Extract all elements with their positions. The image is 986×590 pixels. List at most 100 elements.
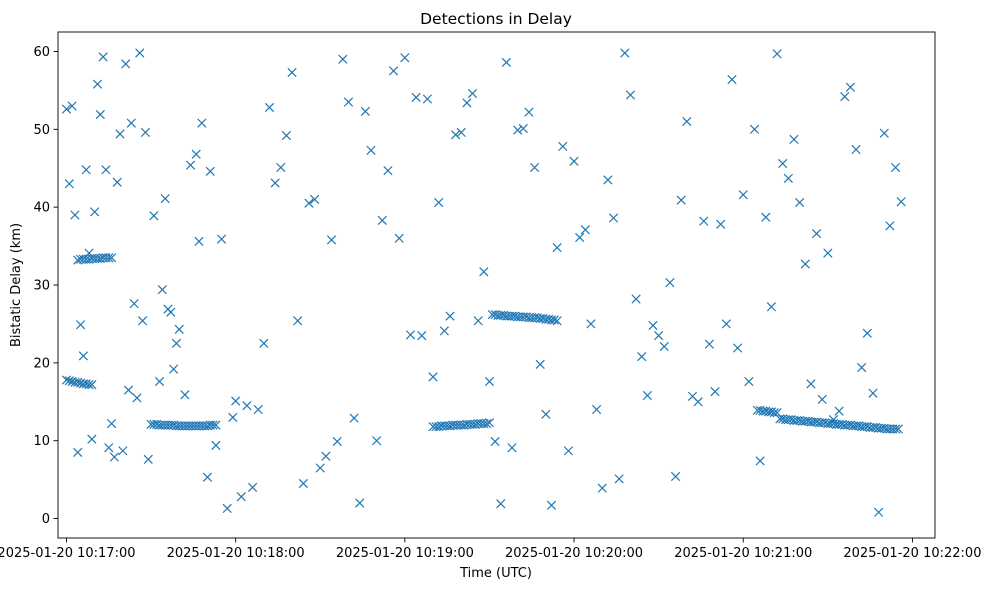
x-tick-label: 2025-01-20 10:18:00 [167,546,305,561]
data-point [710,387,720,397]
data-point [338,54,348,64]
data-point [811,228,822,239]
data-point [716,219,726,229]
y-axis-ticks: 0 10 20 30 40 50 60 [33,45,58,527]
data-point [529,162,540,173]
data-point [648,320,658,331]
data-point [383,165,393,176]
data-point [84,248,94,258]
data-point [744,376,754,387]
data-point [366,145,376,155]
data-point [766,302,777,312]
data-point [123,385,134,395]
data-point [625,90,636,100]
data-point [778,158,788,169]
data-point [106,418,117,429]
data-point [377,215,387,226]
data-point [388,66,399,76]
data-point [840,91,850,102]
data-point [450,130,461,140]
data-point [118,446,128,456]
data-point [276,162,286,173]
data-point [360,106,370,117]
data-point [823,248,833,258]
data-point [727,74,737,85]
data-point [106,253,117,263]
data-point [81,165,91,175]
data-point [563,446,574,456]
data-point [890,162,901,173]
data-point [160,193,170,204]
data-point [98,52,108,62]
data-point [586,319,596,329]
data-point [482,418,492,429]
data-point [394,233,404,243]
data-point [558,141,568,152]
data-point [321,451,331,461]
data-point [92,79,103,89]
data-point [845,82,856,92]
data-point [216,234,227,244]
data-point [168,364,179,374]
data-point [372,436,382,446]
data-point [659,341,669,352]
data-point [445,311,455,321]
data-point [270,178,280,188]
data-point [806,379,816,389]
data-point [524,107,534,117]
data-point [247,482,258,493]
data-point [552,316,562,326]
data-point [783,173,793,183]
data-point [893,424,903,434]
data-point [222,503,232,514]
data-point [231,396,241,406]
data-point [665,278,675,288]
data-point [693,397,703,407]
data-point [355,498,365,508]
data-point [541,409,551,419]
data-point [84,380,94,390]
data-point [202,472,213,482]
data-point [879,128,889,138]
data-point [834,406,844,416]
x-tick-label: 2025-01-20 10:19:00 [336,546,474,561]
data-point [104,443,114,453]
data-point [211,440,221,450]
x-axis-ticks: 2025-01-20 10:17:00 2025-01-20 10:18:00 20… [0,538,981,561]
data-point [800,259,810,269]
data-point [828,415,839,425]
data-point [614,474,624,484]
data-point [885,221,895,231]
x-axis-label: Time (UTC) [459,566,532,581]
data-point [501,57,511,67]
data-point [197,118,207,128]
data-point [400,53,410,63]
data-point [654,330,664,341]
data-point [507,443,517,453]
data-point [143,454,153,464]
data-point [620,48,630,58]
data-point [211,420,221,430]
data-point [73,447,83,457]
data-point [95,109,105,120]
data-point [64,376,74,386]
data-point [343,97,354,107]
data-point [755,456,765,466]
data-point [789,134,799,145]
data-point [61,375,72,385]
data-point [479,267,489,277]
data-point [73,377,83,387]
data-point [417,330,427,341]
data-point [484,418,495,428]
data-point [185,160,196,170]
data-point [637,351,647,362]
chart-title: Detections in Delay [420,10,572,28]
data-point [315,463,325,473]
data-point [575,232,585,243]
data-point [580,225,590,235]
data-point [174,324,184,334]
data-point [349,413,359,423]
data-point [61,104,72,114]
